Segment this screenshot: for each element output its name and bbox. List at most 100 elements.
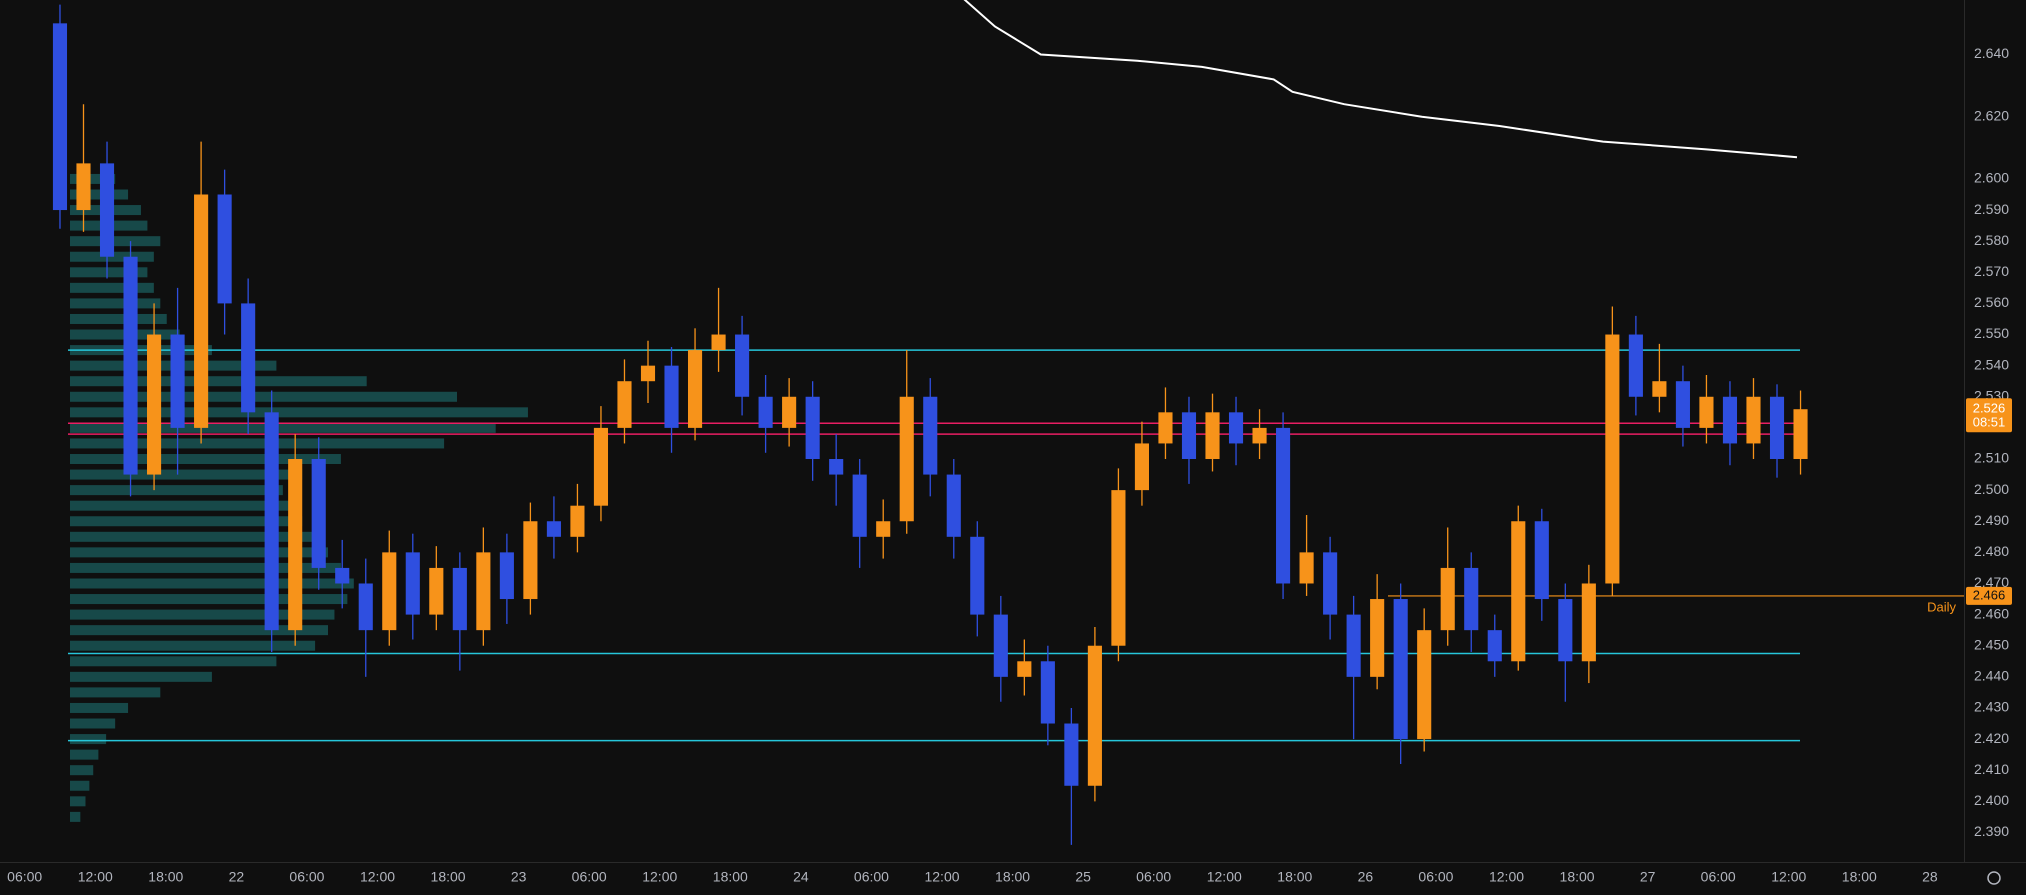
candle-body xyxy=(1276,427,1291,584)
candle-body xyxy=(241,303,256,413)
candle-body xyxy=(617,381,632,428)
candle-body xyxy=(1699,396,1714,428)
candle-body xyxy=(570,505,585,537)
y-tick-label: 2.420 xyxy=(1974,730,2009,746)
y-tick-label: 2.490 xyxy=(1974,512,2009,528)
candle-body xyxy=(170,334,185,428)
volume-profile-bar xyxy=(70,173,116,184)
x-tick-label: 06:00 xyxy=(854,869,889,885)
x-tick-label: 06:00 xyxy=(7,869,42,885)
volume-profile-bar xyxy=(70,531,316,542)
candle-body xyxy=(664,365,679,428)
x-tick-label: 27 xyxy=(1640,869,1656,885)
candle-body xyxy=(923,396,938,475)
candle-body xyxy=(429,567,444,615)
y-tick-label: 2.500 xyxy=(1974,481,2009,497)
x-tick-label: 06:00 xyxy=(1418,869,1453,885)
volume-profile-bar xyxy=(70,298,161,309)
volume-profile-bar xyxy=(70,282,154,293)
y-tick-label: 2.440 xyxy=(1974,668,2009,684)
y-tick-label: 2.430 xyxy=(1974,699,2009,715)
candle-body xyxy=(99,163,115,257)
candle-body xyxy=(1464,567,1479,631)
candle-body xyxy=(264,412,279,631)
candle-body xyxy=(382,552,397,631)
volume-profile-bar xyxy=(70,656,277,667)
y-tick-label: 2.570 xyxy=(1974,263,2009,279)
y-tick-label: 2.390 xyxy=(1974,823,2009,839)
candle-body xyxy=(829,459,844,475)
candle-body xyxy=(1323,552,1338,615)
x-tick-label: 18:00 xyxy=(148,869,183,885)
candle-body xyxy=(1675,381,1690,428)
candle-body xyxy=(1417,630,1432,740)
candle-body xyxy=(640,365,656,382)
y-tick-label: 2.550 xyxy=(1974,325,2009,341)
volume-profile-bar xyxy=(70,547,328,558)
volume-profile-bar xyxy=(70,780,90,791)
candle-body xyxy=(288,459,303,631)
volume-profile-bar xyxy=(70,734,107,745)
candle-body xyxy=(1087,645,1102,786)
x-tick-label: 22 xyxy=(229,869,245,885)
y-tick-label: 2.560 xyxy=(1974,294,2009,310)
candle-body xyxy=(123,256,138,475)
volume-profile-bar xyxy=(70,625,328,636)
candle-body xyxy=(1534,521,1549,600)
candle-body xyxy=(1440,567,1455,631)
y-tick-label: 2.600 xyxy=(1974,170,2009,186)
volume-profile-bar xyxy=(70,765,94,776)
y-tick-label: 2.540 xyxy=(1974,356,2009,372)
candle-body xyxy=(194,194,209,428)
volume-profile-bar xyxy=(70,671,212,682)
candle-body xyxy=(1487,630,1502,662)
x-tick-label: 12:00 xyxy=(1771,869,1806,885)
daily-price-label: 2.466 xyxy=(1973,587,2006,602)
candle-body xyxy=(1652,381,1667,397)
volume-profile-bar xyxy=(70,485,283,496)
y-tick-label: 2.400 xyxy=(1974,792,2009,808)
candle-body xyxy=(1605,334,1620,584)
volume-profile-bar xyxy=(70,749,99,760)
candle-body xyxy=(1205,412,1220,460)
candle-body xyxy=(899,396,914,522)
candle-body xyxy=(1628,334,1643,397)
candle-body xyxy=(1040,661,1055,724)
candle-body xyxy=(358,583,373,631)
candle-body xyxy=(593,427,609,506)
candle-body xyxy=(1769,396,1785,460)
candle-body xyxy=(1111,490,1126,646)
volume-profile-bar xyxy=(70,811,81,822)
candle-body xyxy=(758,396,773,428)
candle-body xyxy=(1228,412,1244,444)
candle-body xyxy=(1722,396,1738,444)
candle-body xyxy=(1393,599,1408,740)
x-tick-label: 18:00 xyxy=(995,869,1030,885)
volume-profile-bar xyxy=(70,422,496,433)
x-tick-label: 06:00 xyxy=(1701,869,1736,885)
candle-body xyxy=(1581,583,1596,662)
volume-profile-bar xyxy=(70,267,148,278)
y-tick-label: 2.590 xyxy=(1974,201,2009,217)
volume-profile-bar xyxy=(70,702,129,713)
x-tick-label: 28 xyxy=(1922,869,1938,885)
candle-body xyxy=(876,521,891,537)
candle-body xyxy=(1746,396,1761,444)
x-tick-label: 18:00 xyxy=(1842,869,1877,885)
y-tick-label: 2.470 xyxy=(1974,574,2009,590)
last-price-tag xyxy=(1966,398,2012,433)
x-tick-label: 18:00 xyxy=(1277,869,1312,885)
x-tick-label: 12:00 xyxy=(360,869,395,885)
x-tick-label: 12:00 xyxy=(1489,869,1524,885)
candle-body xyxy=(805,396,820,460)
y-tick-label: 2.640 xyxy=(1974,45,2009,61)
y-tick-label: 2.510 xyxy=(1974,450,2009,466)
settings-icon[interactable] xyxy=(1987,871,2001,885)
volume-profile-bar xyxy=(70,407,528,418)
y-tick-label: 2.580 xyxy=(1974,232,2009,248)
candle-body xyxy=(1511,521,1526,662)
candle-body xyxy=(1158,412,1173,444)
candle-body xyxy=(76,163,91,211)
volume-profile-bar xyxy=(70,391,457,402)
